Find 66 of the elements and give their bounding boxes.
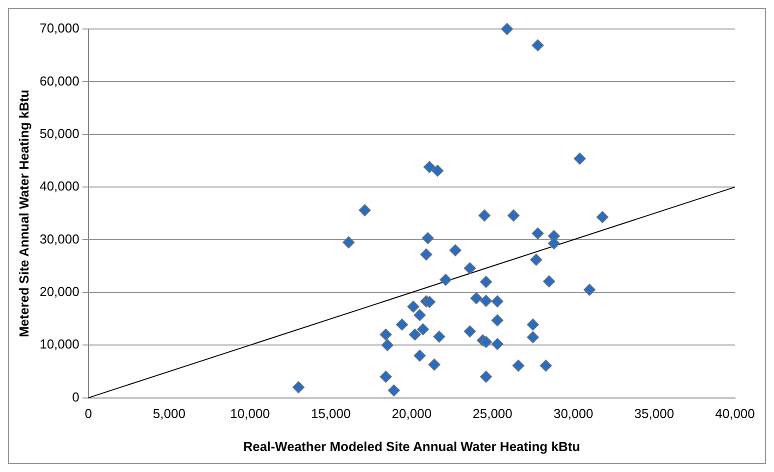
x-tick-label: 0 — [84, 406, 92, 422]
point — [526, 318, 539, 331]
point — [407, 300, 420, 313]
point — [381, 339, 394, 352]
point — [420, 248, 432, 260]
point — [480, 294, 492, 307]
point — [480, 276, 492, 288]
y-tick-label: 40,000 — [40, 178, 80, 194]
point — [380, 370, 392, 383]
point — [440, 274, 452, 286]
point — [540, 360, 552, 372]
x-tick-label: 5,000 — [152, 406, 186, 422]
point — [530, 254, 542, 266]
point — [396, 318, 408, 331]
x-tick-label: 30,000 — [553, 406, 594, 422]
point — [532, 39, 544, 52]
point — [526, 331, 539, 344]
x-tick-label: 40,000 — [715, 406, 755, 422]
point — [388, 384, 400, 396]
point — [470, 292, 482, 304]
point — [480, 336, 492, 348]
point — [478, 210, 490, 222]
point — [449, 244, 462, 256]
point — [292, 381, 305, 394]
point — [422, 232, 434, 244]
point — [584, 284, 596, 296]
point — [574, 152, 586, 165]
point — [414, 350, 426, 362]
point — [548, 237, 560, 250]
point — [491, 314, 504, 326]
y-tick-label: 60,000 — [40, 73, 80, 88]
y-tick-label: 0 — [72, 389, 80, 404]
point — [464, 325, 476, 338]
point — [423, 161, 436, 174]
point — [464, 262, 476, 274]
point — [433, 330, 446, 343]
x-tick-label: 25,000 — [472, 406, 512, 422]
point — [416, 323, 429, 336]
point — [358, 204, 371, 216]
x-axis-title: Real-Weather Modeled Site Annual Water Heating kBtu — [243, 438, 580, 454]
point — [491, 338, 504, 350]
point — [491, 295, 504, 308]
point — [480, 370, 492, 383]
x-tick-label: 20,000 — [392, 406, 432, 422]
x-tick-label: 15,000 — [310, 406, 351, 422]
point — [512, 360, 524, 372]
point — [508, 210, 520, 222]
x-tick-label: 35,000 — [634, 406, 674, 422]
y-tick-label: 10,000 — [40, 336, 80, 352]
point — [543, 275, 556, 288]
point — [532, 227, 544, 240]
point — [596, 211, 608, 224]
x-tick-label: 10,000 — [230, 406, 270, 422]
y-tick-label: 20,000 — [40, 284, 80, 300]
y-tick-label: 70,000 — [40, 20, 80, 36]
point — [408, 328, 421, 341]
y-tick-label: 30,000 — [40, 231, 80, 246]
point — [428, 358, 440, 371]
point — [380, 328, 392, 341]
point — [501, 23, 514, 35]
point — [423, 296, 436, 308]
point — [432, 164, 444, 177]
y-axis-title: Metered Site Annual Water Heating kBtu — [16, 90, 32, 338]
point — [414, 309, 426, 322]
point — [342, 236, 355, 248]
y-tick-label: 50,000 — [40, 126, 80, 141]
